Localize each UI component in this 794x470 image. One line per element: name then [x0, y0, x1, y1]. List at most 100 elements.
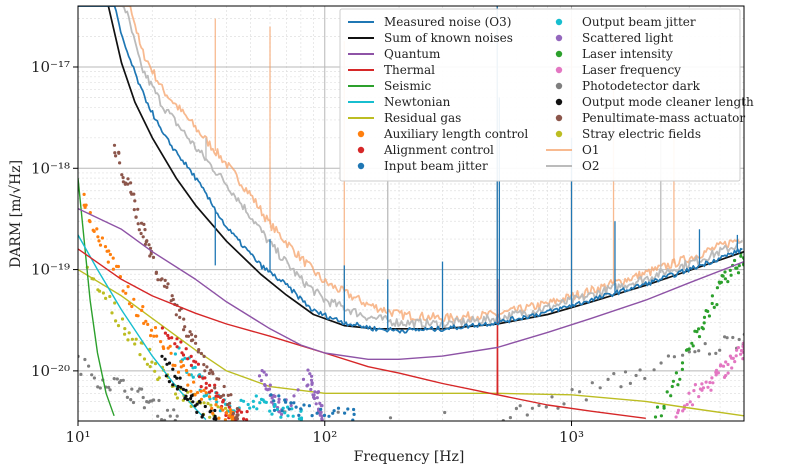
point-output-beam-jitter — [239, 398, 243, 402]
point-laser-intensity — [743, 256, 744, 260]
point-laser-frequency — [687, 391, 691, 395]
point-output-beam-jitter — [218, 409, 222, 413]
point-alignment-control — [175, 345, 179, 349]
legend-label-o1: O1 — [582, 143, 599, 157]
point-output-mode-cleaner-length — [201, 413, 205, 417]
point-photodetector-dark — [160, 418, 164, 421]
point-output-beam-jitter — [251, 399, 255, 403]
point-output-mode-cleaner-length — [203, 404, 207, 409]
point-alignment-control — [227, 405, 231, 409]
point-alignment-control — [189, 354, 193, 358]
point-alignment-control — [221, 400, 225, 404]
point-penultimate-mass-actuator — [194, 341, 198, 345]
y-axis: 10⁻²⁰ 10⁻¹⁹ 10⁻¹⁸ 10⁻¹⁷ — [31, 58, 78, 380]
point-laser-intensity — [701, 327, 705, 331]
point-output-mode-cleaner-length — [164, 374, 168, 378]
point-laser-frequency — [676, 408, 681, 412]
point-laser-frequency — [700, 382, 704, 386]
point-penultimate-mass-actuator — [132, 208, 136, 212]
point-auxiliary-length-control — [88, 220, 92, 224]
point-auxiliary-length-control — [199, 389, 203, 393]
point-input-beam-jitter — [327, 414, 331, 418]
point-auxiliary-length-control — [142, 321, 146, 325]
point-alignment-control — [245, 418, 249, 421]
point-laser-frequency — [721, 364, 726, 368]
point-laser-intensity — [697, 335, 702, 339]
point-photodetector-dark — [697, 349, 701, 353]
point-laser-frequency — [710, 376, 714, 380]
point-output-beam-jitter — [215, 400, 219, 404]
point-scattered-light — [301, 377, 306, 381]
point-penultimate-mass-actuator — [148, 254, 152, 258]
point-alignment-control — [197, 375, 202, 379]
point-penultimate-mass-actuator — [112, 143, 117, 147]
point-photodetector-dark — [623, 370, 628, 374]
legend-label-sum-of-known-noises: Sum of known noises — [384, 31, 513, 45]
point-alignment-control — [166, 333, 170, 338]
point-scattered-light — [309, 387, 313, 392]
point-alignment-control — [189, 363, 193, 367]
point-auxiliary-length-control — [95, 227, 99, 231]
point-input-beam-jitter — [269, 393, 273, 397]
point-alignment-control — [196, 362, 200, 366]
point-scattered-light — [320, 404, 324, 408]
point-input-beam-jitter — [277, 394, 281, 398]
point-output-beam-jitter — [248, 406, 252, 410]
point-laser-frequency — [708, 380, 712, 385]
point-input-beam-jitter — [343, 411, 347, 415]
point-photodetector-dark — [672, 355, 677, 359]
point-photodetector-dark — [598, 386, 602, 390]
point-stray-electric-fields — [202, 401, 206, 405]
point-scattered-light — [264, 373, 268, 377]
point-auxiliary-length-control — [181, 364, 186, 368]
point-scattered-light — [320, 414, 324, 418]
point-alignment-control — [163, 331, 167, 335]
point-laser-frequency — [724, 374, 728, 378]
point-stray-electric-fields — [174, 392, 178, 396]
point-auxiliary-length-control — [155, 334, 159, 338]
point-laser-intensity — [670, 384, 674, 389]
point-alignment-control — [160, 326, 164, 330]
point-scattered-light — [280, 412, 284, 416]
point-penultimate-mass-actuator — [166, 282, 170, 286]
point-photodetector-dark — [96, 385, 100, 389]
point-output-beam-jitter — [193, 365, 197, 369]
point-penultimate-mass-actuator — [211, 372, 215, 376]
point-auxiliary-length-control — [214, 403, 218, 407]
point-laser-frequency — [726, 371, 730, 375]
point-input-beam-jitter — [272, 408, 277, 412]
point-scattered-light — [306, 383, 310, 387]
point-photodetector-dark — [125, 395, 129, 399]
legend-label-laser-frequency: Laser frequency — [582, 63, 681, 77]
point-laser-intensity — [697, 327, 701, 331]
point-penultimate-mass-actuator — [191, 338, 195, 342]
point-stray-electric-fields — [114, 319, 118, 323]
series-sum-of-known-noises — [107, 6, 744, 330]
point-laser-frequency — [714, 373, 718, 377]
point-output-mode-cleaner-length — [167, 380, 171, 384]
point-input-beam-jitter — [346, 407, 350, 411]
point-penultimate-mass-actuator — [143, 242, 147, 246]
point-stray-electric-fields — [153, 369, 157, 373]
point-penultimate-mass-actuator — [163, 278, 167, 282]
point-laser-intensity — [737, 264, 741, 268]
legend-label-seismic: Seismic — [384, 79, 432, 93]
point-output-mode-cleaner-length — [191, 400, 195, 404]
point-auxiliary-length-control — [193, 393, 197, 397]
point-penultimate-mass-actuator — [182, 317, 186, 321]
point-auxiliary-length-control — [214, 397, 218, 401]
legend-label-output-beam-jitter: Output beam jitter — [582, 15, 696, 29]
point-laser-intensity — [669, 394, 673, 398]
point-auxiliary-length-control — [121, 289, 125, 293]
point-penultimate-mass-actuator — [141, 235, 145, 239]
point-auxiliary-length-control — [225, 411, 229, 415]
point-alignment-control — [199, 385, 203, 389]
point-photodetector-dark — [168, 414, 172, 418]
point-input-beam-jitter — [336, 406, 341, 410]
point-alignment-control — [210, 389, 214, 393]
point-laser-intensity — [702, 321, 706, 325]
point-laser-frequency — [690, 403, 695, 407]
point-scattered-light — [262, 370, 266, 374]
point-scattered-light — [319, 410, 323, 414]
